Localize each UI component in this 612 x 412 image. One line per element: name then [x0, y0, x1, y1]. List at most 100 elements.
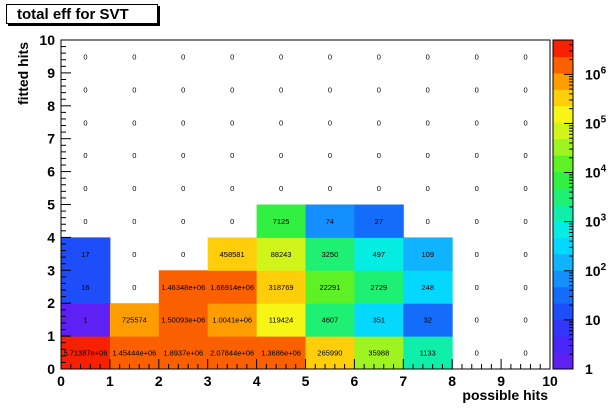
cell-value-label: 0: [181, 52, 185, 61]
palette-band: [553, 188, 573, 205]
cell-value-label: 3250: [322, 250, 339, 259]
cell-value-label: 0: [230, 52, 234, 61]
cell-value-label: 0: [132, 217, 136, 226]
cell-value-label: 0: [377, 151, 381, 160]
heatmap-cell: [354, 237, 404, 271]
y-tick-label: 6: [47, 164, 55, 180]
x-tick-label: 10: [542, 373, 558, 389]
cell-value-label: 0: [230, 184, 234, 193]
heatmap-cell: [256, 270, 306, 304]
cell-value-label: 0: [475, 217, 479, 226]
cell-value-label: 0: [279, 118, 283, 127]
cell-value-label: 0: [230, 85, 234, 94]
cell-value-label: 0: [426, 184, 430, 193]
cell-value-label: 0: [426, 217, 430, 226]
cell-value-label: 0: [523, 316, 527, 325]
palette-band: [553, 303, 573, 321]
x-tick-label: 6: [351, 373, 359, 389]
cell-value-label: 1.50093e+06: [161, 316, 205, 325]
cell-value-label: 0: [475, 349, 479, 358]
cell-value-label: 0: [523, 250, 527, 259]
cell-value-label: 0: [83, 118, 87, 127]
palette-band: [553, 270, 573, 288]
heatmap-cell: [256, 336, 306, 370]
x-tick-label: 2: [155, 373, 163, 389]
heatmap-cell: [109, 336, 160, 370]
cell-value-label: 0: [132, 118, 136, 127]
cell-value-label: 497: [373, 250, 386, 259]
cell-value-label: 0: [132, 184, 136, 193]
cells-layer: [61, 204, 453, 370]
cell-value-label: 1.3686e+06: [261, 349, 301, 358]
x-tick-label: 7: [399, 373, 407, 389]
x-tick-label: 5: [302, 373, 310, 389]
cell-value-label: 0: [523, 283, 527, 292]
heatmap-cell: [256, 303, 306, 337]
heatmap-cell: [61, 237, 111, 271]
y-tick-label: 5: [47, 197, 55, 213]
y-tick-label: 1: [47, 328, 55, 344]
heatmap-cell: [61, 270, 111, 304]
cell-value-label: 0: [523, 349, 527, 358]
cell-value-label: 0: [523, 151, 527, 160]
cell-value-label: 0: [83, 217, 87, 226]
cell-value-label: 0: [181, 250, 185, 259]
palette-band: [553, 220, 573, 238]
cell-value-label: 0: [279, 151, 283, 160]
palette-tick-label: 105: [585, 114, 607, 131]
cell-value-label: 0: [279, 184, 283, 193]
x-tick-label: 0: [57, 373, 65, 389]
heatmap-cell: [403, 336, 453, 370]
palette-tick-label: 103: [585, 213, 607, 230]
cell-value-label: 0: [181, 184, 185, 193]
cell-value-label: 0: [181, 85, 185, 94]
palette-band: [553, 138, 573, 156]
palette-band: [553, 105, 573, 123]
cell-value-label: 0: [475, 52, 479, 61]
cell-value-label: 1.0041e+06: [212, 316, 252, 325]
heatmap-cell: [109, 303, 160, 337]
cell-value-label: 0: [475, 85, 479, 94]
palette-band: [553, 319, 573, 337]
cell-value-label: 35988: [368, 349, 389, 358]
cell-value-label: 0: [132, 283, 136, 292]
cell-value-label: 32: [424, 316, 432, 325]
cell-value-label: 0: [132, 250, 136, 259]
y-tick-label: 8: [47, 98, 55, 114]
palette-band: [553, 155, 573, 173]
palette-band: [553, 40, 573, 57]
cell-value-label: 1.66914e+06: [210, 283, 254, 292]
x-tick-label: 8: [448, 373, 456, 389]
heatmap-cell: [207, 237, 258, 271]
cell-value-label: 458581: [220, 250, 245, 259]
heatmap-cell: [354, 303, 404, 337]
cell-value-label: 0: [132, 52, 136, 61]
heatmap-cell: [158, 270, 209, 304]
cell-value-label: 1: [83, 316, 87, 325]
cell-value-label: 0: [475, 151, 479, 160]
cell-value-label: 0: [475, 316, 479, 325]
cell-value-label: 0: [181, 118, 185, 127]
cell-value-label: 0: [132, 151, 136, 160]
cell-value-label: 248: [421, 283, 434, 292]
heatmap-cell: [403, 270, 453, 304]
cell-value-label: 0: [523, 52, 527, 61]
cell-value-label: 2729: [371, 283, 388, 292]
x-axis: 0 1 2 3 4 5 6 7 8 9 10: [57, 359, 558, 389]
cell-labels-layer: 5.71387e+06 1.45444e+06 1.8937e+06 2.07844e…: [63, 52, 527, 357]
cell-value-label: 351: [373, 316, 386, 325]
y-axis: 0 1 2 3 4 5 6 7 8 9 10: [39, 32, 71, 377]
cell-value-label: 0: [475, 118, 479, 127]
y-tick-label: 9: [47, 65, 55, 81]
cell-value-label: 0: [377, 52, 381, 61]
heatmap-cell: [403, 303, 453, 337]
heatmap-cell: [354, 204, 404, 238]
heatmap-cell: [61, 336, 111, 370]
cell-value-label: 0: [181, 217, 185, 226]
heatmap-cell: [403, 237, 453, 271]
y-tick-label: 4: [47, 229, 55, 245]
cell-value-label: 109: [421, 250, 434, 259]
palette-band: [553, 56, 573, 74]
cell-value-label: 0: [377, 118, 381, 127]
